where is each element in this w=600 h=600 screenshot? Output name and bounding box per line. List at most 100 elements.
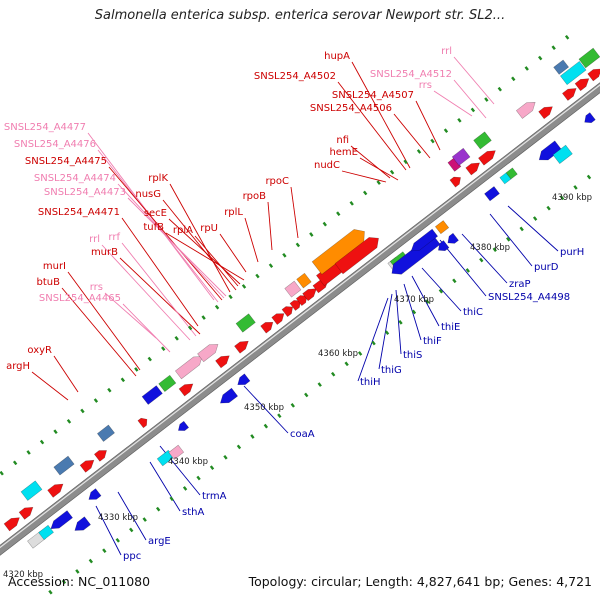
reverse-gene[interactable]	[86, 488, 102, 503]
reverse-gene[interactable]	[582, 112, 596, 126]
track-dot	[241, 284, 247, 289]
forward-gene[interactable]	[53, 455, 75, 476]
forward-gene[interactable]	[79, 457, 97, 473]
forward-gene[interactable]	[587, 65, 600, 82]
reverse-gene[interactable]	[38, 524, 54, 541]
tick-label: 4340 kbp	[168, 457, 208, 467]
forward-gene[interactable]	[334, 233, 383, 275]
forward-gene[interactable]	[178, 380, 196, 397]
track-dot	[430, 138, 435, 144]
track-dot	[39, 439, 45, 445]
forward-gene[interactable]	[197, 340, 222, 363]
track-dot	[317, 382, 322, 387]
forward-gene[interactable]	[289, 297, 303, 311]
tick-label: 4360 kbp	[318, 349, 358, 359]
forward-gene[interactable]	[296, 272, 312, 289]
reverse-gene[interactable]	[168, 444, 185, 460]
track-dot	[363, 190, 368, 196]
forward-gene[interactable]	[97, 424, 115, 442]
forward-gene[interactable]	[302, 285, 320, 302]
track-dot	[142, 517, 147, 522]
forward-gene[interactable]	[234, 338, 252, 354]
reverse-gene[interactable]	[217, 387, 239, 407]
track-dot	[102, 548, 107, 553]
reverse-gene[interactable]	[388, 233, 441, 278]
track-dot	[263, 423, 269, 429]
reverse-gene[interactable]	[536, 140, 562, 164]
gene-features[interactable]	[3, 47, 600, 549]
forward-gene[interactable]	[284, 280, 302, 298]
reverse-gene[interactable]	[235, 373, 251, 388]
forward-gene[interactable]	[158, 374, 177, 393]
forward-gene[interactable]	[473, 131, 492, 150]
reverse-gene[interactable]	[408, 228, 439, 254]
gene-label: SNSL254_A4506	[310, 103, 392, 114]
forward-gene[interactable]	[559, 60, 587, 86]
forward-gene[interactable]	[3, 514, 22, 532]
forward-gene[interactable]	[451, 147, 471, 166]
forward-gene[interactable]	[93, 447, 109, 462]
track-dot	[470, 107, 476, 113]
forward-gene[interactable]	[47, 480, 66, 498]
reverse-gene[interactable]	[505, 167, 518, 180]
track-dot	[250, 434, 255, 439]
reverse-gene[interactable]	[484, 186, 500, 202]
gene-label: coaA	[290, 429, 315, 440]
forward-gene[interactable]	[295, 292, 309, 306]
forward-gene[interactable]	[562, 85, 579, 101]
reverse-gene[interactable]	[552, 144, 573, 164]
forward-gene[interactable]	[20, 480, 43, 501]
forward-gene[interactable]	[311, 225, 369, 275]
track-dot	[389, 169, 395, 175]
gene-label: thiH	[360, 377, 381, 388]
forward-gene[interactable]	[215, 352, 233, 369]
track-dot	[161, 346, 166, 351]
leader-line	[127, 197, 227, 297]
reverse-gene[interactable]	[436, 240, 450, 254]
reverse-gene[interactable]	[434, 220, 450, 235]
track-dot	[484, 97, 489, 102]
forward-gene[interactable]	[574, 75, 592, 92]
forward-gene[interactable]	[271, 310, 287, 325]
track-dot	[443, 128, 449, 134]
gene-label: rpoC	[265, 176, 289, 187]
forward-gene[interactable]	[515, 98, 538, 119]
track-dot	[384, 330, 390, 336]
forward-gene[interactable]	[141, 385, 163, 405]
leader-line	[395, 289, 402, 355]
reverse-gene[interactable]	[499, 172, 512, 185]
leader-line	[117, 491, 147, 541]
forward-gene[interactable]	[18, 504, 36, 520]
forward-gene[interactable]	[260, 319, 276, 334]
forward-gene[interactable]	[447, 157, 462, 172]
length-label: Length:	[365, 574, 413, 589]
track-dot	[80, 408, 85, 414]
forward-gene[interactable]	[449, 174, 463, 188]
gene-label: SNSL254_A4476	[14, 139, 96, 150]
forward-gene[interactable]	[174, 353, 205, 380]
reverse-gene[interactable]	[445, 232, 459, 246]
leader-line	[341, 170, 387, 183]
forward-gene[interactable]	[137, 416, 150, 429]
gene-label: sthA	[182, 507, 204, 518]
topology-value: circular	[311, 574, 358, 589]
gene-label: thiG	[381, 365, 402, 376]
forward-gene[interactable]	[538, 103, 556, 120]
reverse-gene[interactable]	[72, 516, 91, 535]
leader-line	[337, 81, 407, 171]
sequence-summary: Topology: circular; Length: 4,827,641 bp…	[248, 574, 592, 589]
leader-line	[290, 186, 299, 239]
accession-value: NC_011080	[78, 574, 151, 589]
reverse-gene[interactable]	[48, 510, 73, 533]
gene-label: rrl	[89, 234, 100, 245]
forward-gene[interactable]	[478, 147, 498, 166]
leader-line	[359, 157, 399, 181]
forward-gene[interactable]	[235, 313, 256, 333]
reverse-gene[interactable]	[176, 420, 190, 433]
forward-gene[interactable]	[553, 59, 569, 75]
forward-gene[interactable]	[281, 303, 295, 317]
leader-line	[244, 217, 259, 263]
gene-label: nudC	[314, 160, 340, 171]
forward-gene[interactable]	[465, 159, 483, 176]
